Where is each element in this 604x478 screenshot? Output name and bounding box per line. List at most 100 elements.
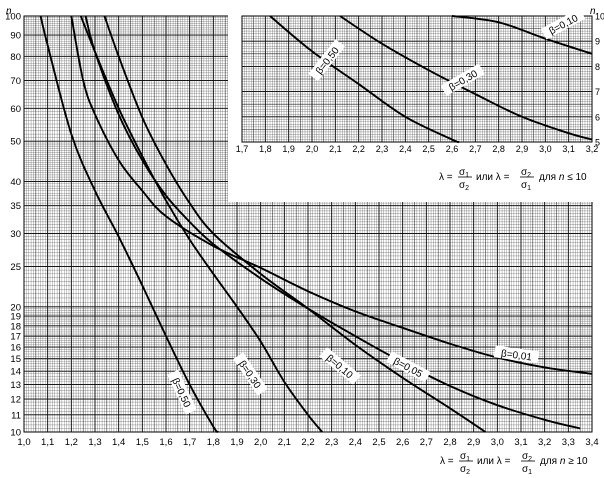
main-y-tick-label: 19 [10,312,21,323]
main-x-tick-label: 3,3 [562,437,575,448]
main-y-tick-label: 30 [10,229,21,240]
inset-y-tick-label: 8 [595,62,600,72]
inset-curve-0 [451,15,593,55]
inset-x-tick-label: 1,8 [259,144,272,154]
main-lambda-eq: λ = [440,456,454,467]
inset-x-tick-label: 2,9 [516,144,529,154]
main-x-tick-label: 3,1 [514,437,527,448]
inset-y-tick-label: 9 [595,37,600,47]
main-x-tick-label: 2,8 [443,437,456,448]
main-frac2-den: σ1 [522,464,532,476]
main-x-tick-label: 2,4 [349,437,362,448]
inset-frac2-num: σ2 [521,167,531,179]
main-frac1-num: σ1 [460,451,470,463]
main-ticks: 1,0 1,1 1,2 1,3 1,4 1,5 1,6 1,7 1,8 1,9 2,0 2,1 2,2 2… [5,12,598,449]
inset-lambda-eq: λ = [439,172,453,183]
main-frac1-den: σ2 [460,464,470,476]
main-x-tick-label: 1,9 [230,437,243,448]
main-y-tick-label: 60 [10,104,21,115]
main-curve-1 [84,15,581,430]
main-x-tick-label: 1,0 [17,437,30,448]
inset-x-tick-label: 1,9 [282,144,295,154]
main-y-tick-label: 100 [5,12,21,23]
inset-x-tick-label: 2,8 [492,144,505,154]
main-x-axis-label: λ = σ1 σ2 или λ = σ2 σ1 для n ≥ 10 [440,451,588,476]
inset-x-tick-label: 3,0 [539,144,552,154]
inset-x-tick-label: 2,7 [469,144,482,154]
inset-x-tick-label: 2,4 [399,144,412,154]
main-x-tick-label: 1,5 [136,437,149,448]
main-x-tick-label: 2,6 [396,437,409,448]
main-y-tick-label: 11 [11,410,21,421]
inset-frac1-den: σ2 [459,180,469,192]
inset-y-tick-label: 6 [595,112,600,122]
main-curve-label-text-0: β=0,01 [500,348,533,363]
main-x-tick-label: 2,9 [467,437,480,448]
inset-frac1-num: σ1 [459,167,469,179]
main-x-tick-label: 2,7 [420,437,433,448]
inset-curve-2 [269,15,460,144]
main-y-tick-label: 20 [10,302,21,313]
main-y-tick-label: 15 [10,354,21,365]
inset-x-tick-label: 1,7 [236,144,249,154]
main-y-tick-label: 13 [10,380,21,391]
main-cond: для n ≥ 10 [540,456,588,467]
main-x-tick-label: 2,0 [254,437,267,448]
inset-ticks: 1,7 1,8 1,9 2,0 2,1 2,2 2,3 2,4 2,5 2,6 2,7 2,8 2,9 3… [236,12,604,155]
main-x-tick-label: 1,6 [159,437,172,448]
inset-x-tick-label: 2,3 [376,144,389,154]
main-curve-label-0: β=0,01 [493,345,540,364]
main-y-tick-label: 10 [10,428,21,439]
main-x-tick-label: 1,8 [207,437,220,448]
main-curve-0 [70,15,593,375]
inset-x-tick-label: 3,2 [586,144,599,154]
right-y-axis-name: n [590,6,596,17]
inset-ili-1: или λ = [476,172,510,183]
main-ili-1: или λ = [477,456,511,467]
main-x-tick-label: 1,3 [88,437,101,448]
inset-x-tick-label: 2,0 [306,144,319,154]
main-y-tick-label: 35 [10,201,21,212]
main-x-tick-label: 1,1 [41,437,54,448]
inset-curve-1 [339,15,593,141]
inset-y-tick-label: 7 [595,87,600,97]
main-y-tick-label: 16 [10,343,21,354]
main-y-tick-label: 18 [10,321,21,332]
main-x-tick-label: 1,7 [183,437,196,448]
main-y-tick-label: 40 [10,177,21,188]
main-y-tick-label: 90 [10,31,21,42]
main-curve-4 [39,15,219,433]
main-x-tick-label: 1,4 [112,437,125,448]
inset-x-tick-label: 2,5 [422,144,435,154]
inset-x-axis-label: λ = σ1 σ2 или λ = σ2 σ1 для n ≤ 10 [439,167,587,192]
main-y-tick-label: 12 [10,395,21,406]
left-y-axis-name: n [6,6,12,17]
main-x-tick-label: 2,2 [301,437,314,448]
main-x-tick-label: 2,3 [325,437,338,448]
inset-x-tick-label: 2,1 [329,144,342,154]
main-curve-2 [103,15,487,433]
inset-frac2-den: σ1 [521,180,531,192]
main-y-tick-label: 70 [10,76,21,87]
inset-x-tick-label: 2,6 [446,144,459,154]
main-frac2-num: σ2 [522,451,532,463]
inset-y-tick-label: 5 [595,138,600,148]
main-curve-3 [79,15,323,433]
main-x-tick-label: 2,5 [372,437,385,448]
inset-cond: для n ≤ 10 [539,172,587,183]
main-y-tick-label: 14 [10,367,21,378]
main-y-tick-label: 17 [10,332,21,343]
inset-grid [228,12,604,202]
main-y-tick-label: 50 [10,137,21,148]
main-y-tick-label: 25 [10,262,21,273]
main-x-tick-label: 3,2 [538,437,551,448]
inset-y-tick-label: 10 [595,12,604,22]
main-x-tick-label: 2,1 [278,437,291,448]
main-x-tick-label: 1,2 [65,437,78,448]
main-x-tick-label: 3,4 [585,437,598,448]
inset-x-tick-label: 3,1 [562,144,575,154]
main-y-tick-label: 80 [10,52,21,63]
main-x-tick-label: 3,0 [491,437,504,448]
inset-x-tick-label: 2,2 [352,144,365,154]
